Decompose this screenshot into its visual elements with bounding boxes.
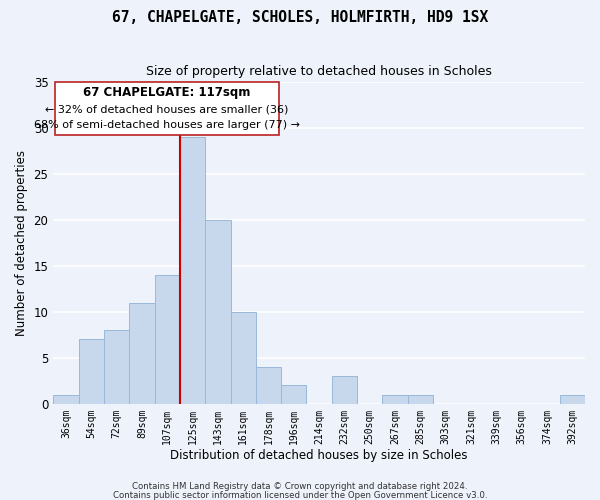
X-axis label: Distribution of detached houses by size in Scholes: Distribution of detached houses by size …: [170, 450, 468, 462]
Text: 67, CHAPELGATE, SCHOLES, HOLMFIRTH, HD9 1SX: 67, CHAPELGATE, SCHOLES, HOLMFIRTH, HD9 …: [112, 10, 488, 25]
Bar: [53, 394, 79, 404]
Title: Size of property relative to detached houses in Scholes: Size of property relative to detached ho…: [146, 65, 492, 78]
Bar: [104, 330, 129, 404]
Bar: [281, 386, 307, 404]
Text: 68% of semi-detached houses are larger (77) →: 68% of semi-detached houses are larger (…: [34, 120, 299, 130]
Bar: [256, 367, 281, 404]
Text: 67 CHAPELGATE: 117sqm: 67 CHAPELGATE: 117sqm: [83, 86, 250, 100]
Bar: [155, 275, 180, 404]
Bar: [332, 376, 357, 404]
Text: Contains HM Land Registry data © Crown copyright and database right 2024.: Contains HM Land Registry data © Crown c…: [132, 482, 468, 491]
Bar: [382, 394, 408, 404]
Bar: [560, 394, 585, 404]
Text: ← 32% of detached houses are smaller (36): ← 32% of detached houses are smaller (36…: [45, 104, 288, 115]
Bar: [230, 312, 256, 404]
Bar: [408, 394, 433, 404]
Bar: [79, 340, 104, 404]
Bar: [205, 220, 230, 404]
Bar: [129, 302, 155, 404]
Bar: [180, 137, 205, 404]
Y-axis label: Number of detached properties: Number of detached properties: [15, 150, 28, 336]
FancyBboxPatch shape: [55, 82, 278, 136]
Text: Contains public sector information licensed under the Open Government Licence v3: Contains public sector information licen…: [113, 490, 487, 500]
